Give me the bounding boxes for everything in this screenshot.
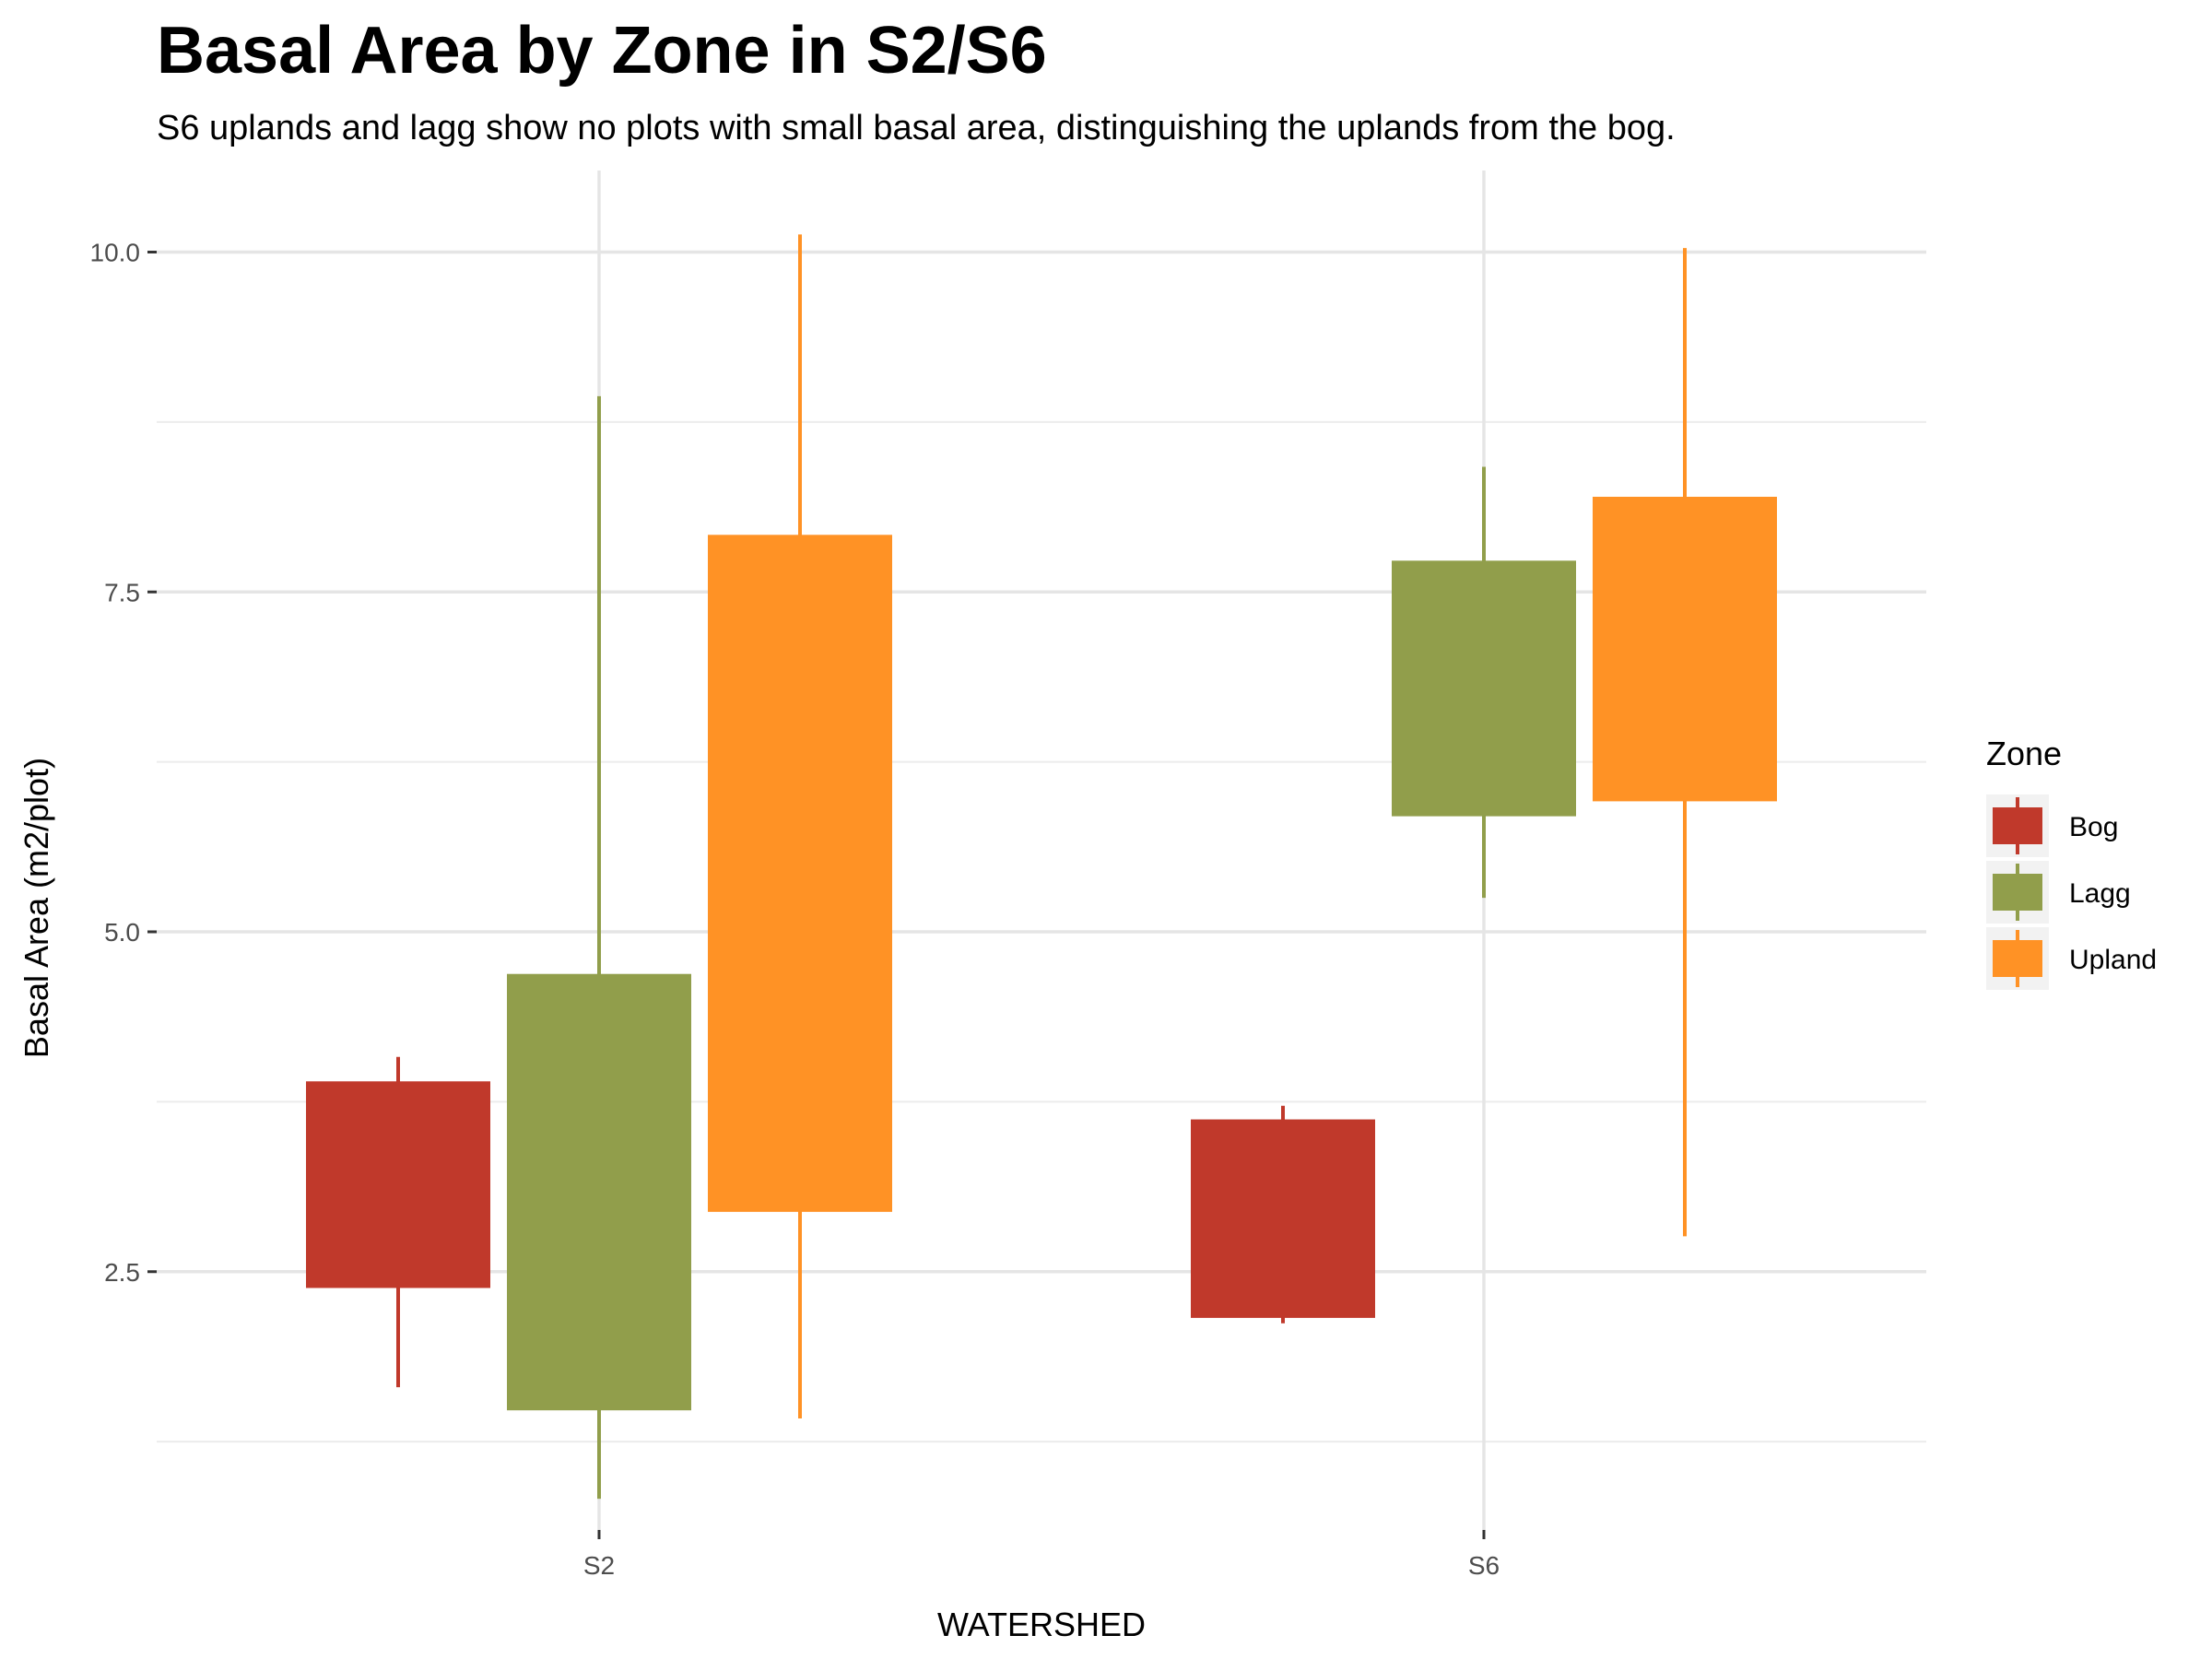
box-body	[708, 535, 892, 1212]
x-axis-title: WATERSHED	[937, 1606, 1146, 1643]
x-tick-label: S6	[1468, 1551, 1500, 1580]
legend-item-lagg: Lagg	[1986, 861, 2131, 924]
chart-subtitle: S6 uplands and lagg show no plots with s…	[157, 109, 1676, 147]
legend-item-bog: Bog	[1986, 794, 2118, 857]
box-body	[507, 973, 691, 1411]
y-tick-label: 10.0	[90, 239, 141, 267]
box-upland-s6	[1593, 248, 1777, 1237]
legend-item-upland: Upland	[1986, 927, 2157, 990]
legend-label: Upland	[2069, 945, 2157, 975]
axes: 2.5 5.0 7.5 10.0 S2 S6	[90, 239, 1500, 1581]
legend-key-swatch	[1993, 874, 2042, 911]
legend-label: Lagg	[2069, 878, 2131, 909]
legend-key-swatch	[1993, 940, 2042, 977]
chart-title: Basal Area by Zone in S2/S6	[157, 14, 1047, 88]
box-body	[1191, 1119, 1375, 1318]
box-bog-s2	[306, 1056, 490, 1388]
legend: Zone Bog Lagg Upland	[1986, 735, 2157, 990]
x-tick-label: S2	[583, 1551, 615, 1580]
box-body	[1392, 560, 1576, 817]
box-body	[306, 1081, 490, 1288]
y-tick-label: 7.5	[104, 578, 140, 606]
legend-label: Bog	[2069, 812, 2118, 842]
y-tick-label: 2.5	[104, 1258, 140, 1287]
grid-major	[157, 171, 1926, 1530]
legend-title: Zone	[1986, 735, 2062, 772]
boxes	[306, 234, 1777, 1500]
box-lagg-s2	[507, 395, 691, 1500]
y-axis-title: Basal Area (m2/plot)	[18, 758, 55, 1058]
box-bog-s6	[1191, 1105, 1375, 1324]
box-body	[1593, 497, 1777, 802]
box-upland-s2	[708, 234, 892, 1419]
box-lagg-s6	[1392, 466, 1576, 899]
y-tick-label: 5.0	[104, 918, 140, 947]
legend-key-swatch	[1993, 807, 2042, 844]
